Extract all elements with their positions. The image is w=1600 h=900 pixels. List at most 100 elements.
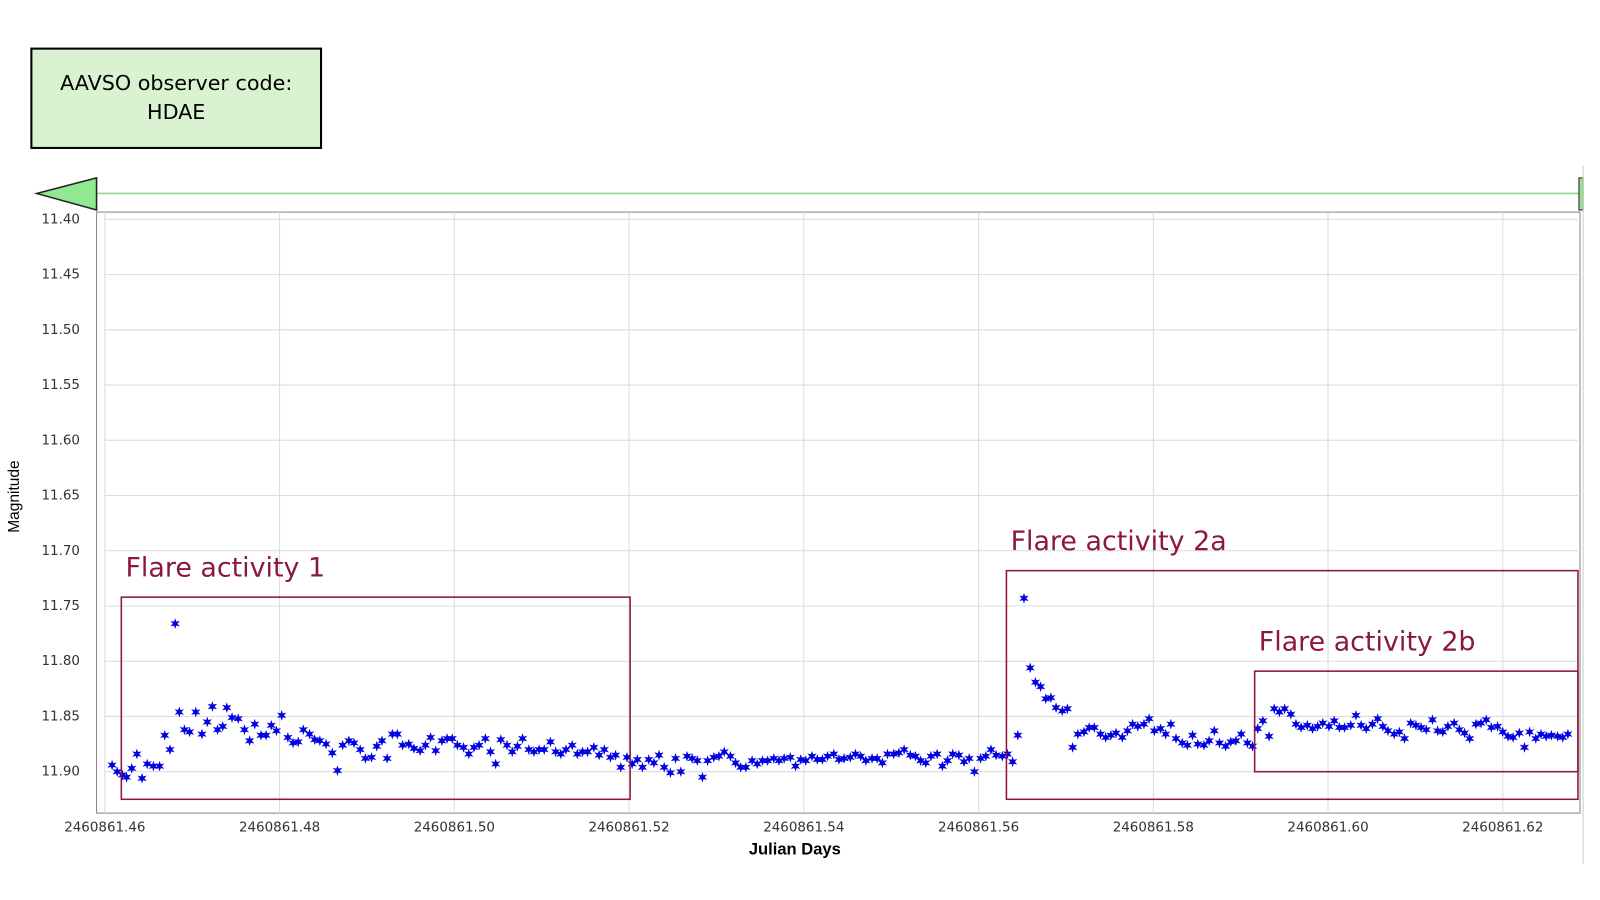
data-point [512,740,523,752]
data-point [637,761,648,773]
data-point [490,758,501,770]
data-point [1498,726,1508,738]
data-point [730,757,741,769]
data-point [452,739,463,751]
data-point [529,746,539,758]
data-point [315,735,325,747]
data-point [736,761,746,773]
data-point [610,749,621,761]
x-axis-title: Julian Days [749,840,841,859]
y-axis-title: Magnitude [6,460,23,532]
data-point [1443,721,1453,732]
data-point [1334,722,1345,733]
data-point [293,736,303,748]
y-tick-label: 11.45 [42,268,80,283]
data-point [271,725,282,737]
data-point [1144,713,1154,725]
y-tick-label: 11.85 [42,709,80,724]
data-point [1318,717,1328,729]
data-point [1524,726,1535,738]
data-point [1367,718,1378,730]
data-point [682,750,692,762]
data-point [1187,729,1198,741]
data-point [1095,728,1106,740]
data-point [321,738,331,750]
data-point [719,746,729,758]
data-point [496,734,506,746]
data-point [1062,703,1073,715]
data-point [266,719,276,731]
data-point [1007,756,1018,768]
data-point [1214,737,1225,749]
data-point [665,767,676,779]
data-point [1486,722,1496,733]
y-tick-label: 11.90 [42,765,80,780]
data-point [1546,729,1557,741]
data-point [344,735,354,747]
data-point [469,741,479,753]
data-point [377,735,387,747]
data-point [762,755,773,767]
data-point [790,760,801,772]
data-point [697,771,708,783]
data-point [1373,713,1383,725]
x-tick-label: 2460861.48 [239,821,320,836]
observer-code: HDAE [147,100,205,124]
annotation-box [1253,670,1579,773]
data-point [250,718,260,730]
data-point [975,753,986,764]
data-point [1503,730,1513,742]
data-point [142,758,152,770]
data-point [926,750,936,762]
data-point [502,739,512,751]
data-point [304,728,315,740]
data-point [807,750,817,762]
x-tick-label: 2460861.58 [1113,821,1194,836]
data-point [1161,728,1171,740]
data-point [442,733,452,744]
data-point [349,737,359,749]
range-slider-handle[interactable] [1578,177,1584,211]
data-point [1171,733,1181,744]
data-point [409,743,419,754]
range-slider-handle[interactable] [33,176,98,212]
data-point [856,750,866,762]
data-point [1079,726,1089,738]
data-point [1351,709,1361,721]
y-tick-label: 11.80 [42,654,80,669]
data-point [212,724,223,736]
data-point [1291,718,1301,730]
data-point [817,754,828,765]
data-point [1454,724,1465,736]
data-point [1558,732,1568,743]
data-point [687,753,697,764]
data-point [170,618,180,630]
data-point [905,749,915,761]
data-point [112,766,122,778]
data-point [202,716,212,728]
data-point [298,724,308,736]
data-point [577,746,588,758]
x-tick-label: 2460861.56 [938,821,1019,836]
data-point [1177,737,1187,749]
data-point [392,728,403,740]
data-point [1324,721,1334,732]
data-point [1427,714,1438,726]
x-tick-label: 2460861.60 [1287,821,1368,836]
data-point [431,745,441,757]
observer-label: AAVSO observer code: [60,71,292,95]
data-point [517,733,528,744]
data-point [464,748,474,760]
data-point [589,741,599,753]
data-point [1127,718,1138,730]
data-point [1242,737,1253,749]
data-point [769,753,779,764]
data-point [387,728,397,740]
data-point [545,736,556,748]
data-point [796,754,806,765]
data-point [154,760,165,772]
data-point [1089,722,1099,733]
data-point [1258,715,1268,727]
data-point [725,750,736,762]
